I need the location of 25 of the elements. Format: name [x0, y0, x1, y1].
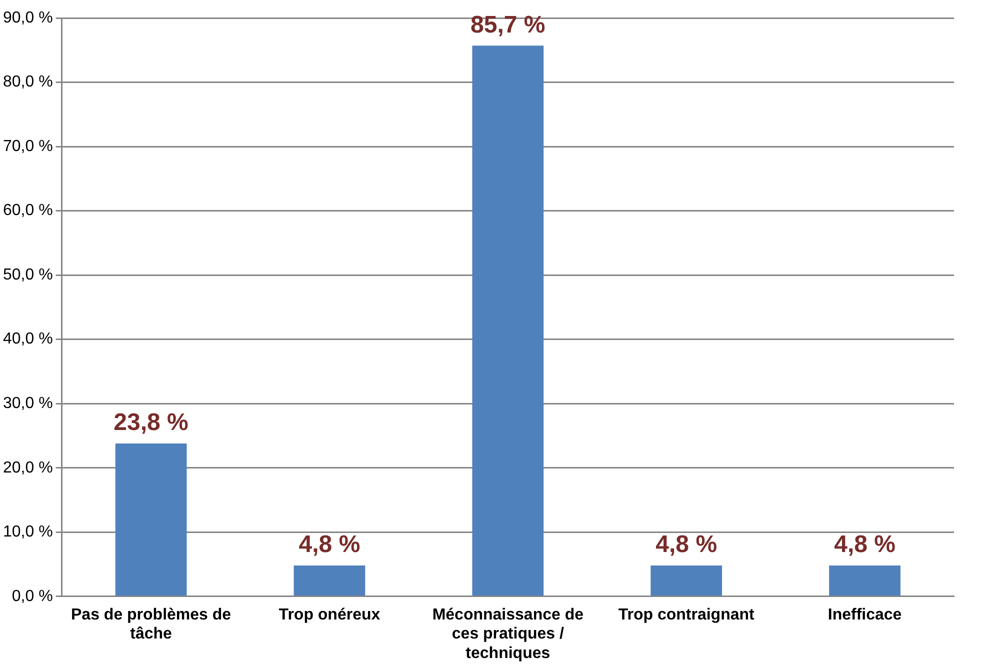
y-tick-label: 10,0 %: [3, 524, 53, 541]
bar: [472, 46, 544, 596]
y-tick-label: 50,0 %: [3, 266, 53, 284]
bar: [650, 566, 722, 596]
bar: [115, 443, 187, 596]
data-label: 85,7 %: [470, 11, 546, 38]
data-label: 4,8 %: [656, 531, 718, 558]
data-label: 4,8 %: [298, 531, 360, 558]
y-tick-label: 20,0 %: [3, 459, 53, 476]
x-tick-label: Pas de problèmes de tâche: [71, 606, 232, 643]
bar: [829, 566, 900, 596]
x-tick-label: Méconnaissance de ces pratiques / techniques: [432, 606, 584, 662]
x-tick-label: Trop onéreux: [278, 606, 380, 624]
y-tick-label: 70,0 %: [3, 138, 53, 155]
y-tick-label: 90,0 %: [3, 9, 53, 26]
y-tick-label: 40,0 %: [3, 330, 53, 348]
y-tick-label: 30,0 %: [3, 395, 53, 412]
y-tick-label: 60,0 %: [3, 202, 53, 220]
x-tick-label: Inefficace: [828, 606, 902, 624]
y-tick-label: 0,0 %: [12, 588, 53, 605]
data-label: 23,8 %: [114, 409, 188, 436]
y-tick-label: 80,0 %: [3, 74, 53, 91]
bar: [294, 566, 366, 596]
x-tick-label: Trop contraignant: [618, 606, 756, 624]
data-label: 4,8 %: [834, 531, 896, 558]
